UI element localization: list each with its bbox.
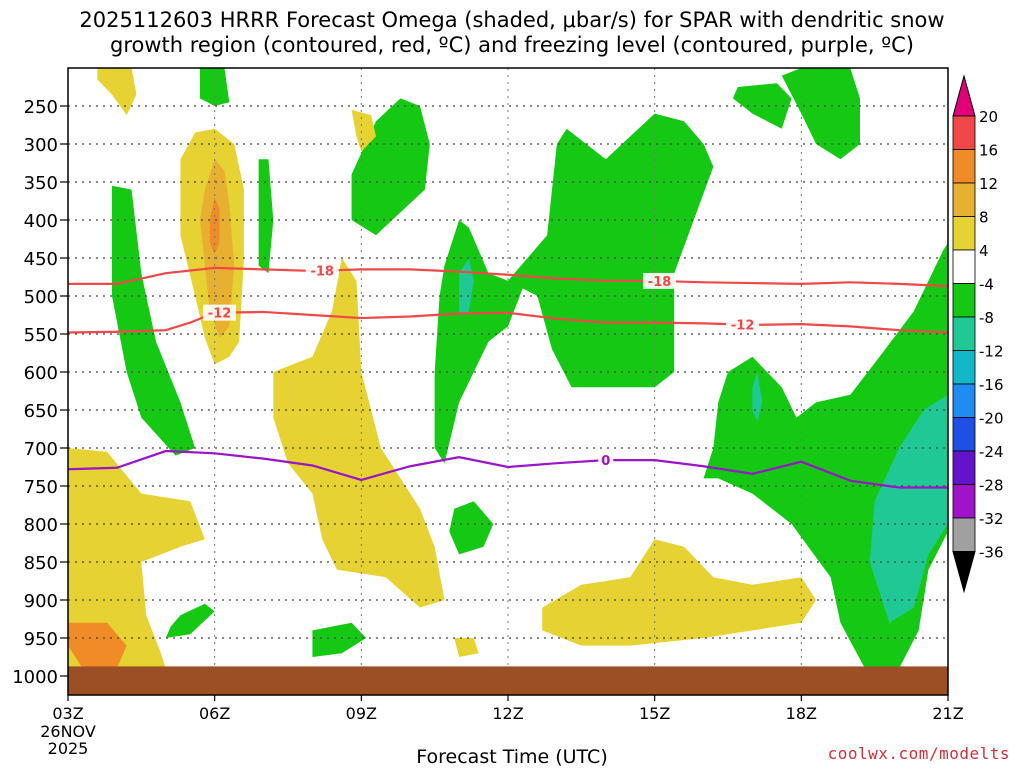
y-tick-label-300: 300 <box>24 135 58 156</box>
y-tick-label-400: 400 <box>24 211 58 232</box>
omega-neg-region-1 <box>200 68 230 106</box>
colorbar-label-7: -12 <box>979 343 1004 361</box>
freezing-level-label-bg-0 <box>598 452 614 469</box>
dendritic-18C-label-1: -18 <box>648 275 672 290</box>
y-tick-label-250: 250 <box>24 97 58 118</box>
freezing-level-label-0: 0 <box>601 454 610 469</box>
y-tick-label-500: 500 <box>24 287 58 308</box>
colorbar-seg-10 <box>952 417 976 452</box>
omega-neg-region-4 <box>434 113 714 464</box>
colorbar-label-6: -8 <box>979 309 994 327</box>
omega-pos-4-c <box>351 109 376 152</box>
omega-pos-12-b <box>209 197 220 255</box>
colorbar-seg-1 <box>952 115 976 150</box>
colorbar-seg-9 <box>952 383 976 418</box>
omega-pos-4-f <box>542 539 816 646</box>
y-tick-label-450: 450 <box>24 249 58 270</box>
y-tick-label-800: 800 <box>24 515 58 536</box>
y-tick-label-600: 600 <box>24 363 58 384</box>
colorbar-seg-5 <box>952 249 976 284</box>
ground-surface <box>68 666 948 695</box>
colorbar-top-arrow <box>952 74 976 117</box>
dendritic-12C-label-bg-1 <box>726 316 760 333</box>
x-tick-label-12Z: 12Z <box>492 704 523 723</box>
y-tick-label-1000: 1000 <box>12 667 58 688</box>
y-tick-label-650: 650 <box>24 401 58 422</box>
omega-neg-region-10 <box>312 622 367 657</box>
x-tick-label-21Z: 21Z <box>932 704 963 723</box>
omega-pos-4-d <box>273 258 445 608</box>
x-tick-label-06Z: 06Z <box>199 704 230 723</box>
y-tick-label-950: 950 <box>24 629 58 650</box>
colorbar-seg-11 <box>952 450 976 485</box>
x-date-label-1: 2025 <box>48 739 89 758</box>
x-tick-label-03Z: 03Z <box>52 704 83 723</box>
x-tick-label-15Z: 15Z <box>639 704 670 723</box>
omega-pos-12-e <box>68 622 127 669</box>
y-tick-label-550: 550 <box>24 325 58 346</box>
x-tick-label-09Z: 09Z <box>346 704 377 723</box>
credit-text: coolwx.com/modelts <box>827 744 1010 763</box>
dendritic-18C-label-bg-1 <box>643 272 677 289</box>
colorbar-label-11: -28 <box>979 477 1004 495</box>
colorbar-label-5: -4 <box>979 276 994 294</box>
x-axis-label: Forecast Time (UTC) <box>416 746 608 768</box>
colorbar-seg-4 <box>952 216 976 251</box>
chart-title-line1: 2025112603 HRRR Forecast Omega (shaded, … <box>79 8 945 32</box>
omega-neg8-region-0 <box>869 394 948 623</box>
y-tick-label-750: 750 <box>24 477 58 498</box>
colorbar-label-4: 4 <box>979 242 989 260</box>
colorbar-seg-6 <box>952 283 976 318</box>
colorbar-label-2: 12 <box>979 175 998 193</box>
colorbar-label-3: 8 <box>979 209 989 227</box>
colorbar-seg-8 <box>952 350 976 385</box>
chart-title-line2: growth region (contoured, red, ºC) and f… <box>110 33 914 57</box>
omega-pos-4-e <box>68 448 205 669</box>
colorbar-seg-2 <box>952 149 976 184</box>
dendritic-12C-label-bg-0 <box>203 304 237 321</box>
dendritic-18C-label-0: -18 <box>310 265 334 280</box>
y-tick-label-700: 700 <box>24 439 58 460</box>
dendritic-18C-label-bg-0 <box>305 262 339 279</box>
dendritic-12C-line <box>67 310 949 334</box>
colorbar-label-12: -32 <box>979 510 1004 528</box>
colorbar-bottom-arrow <box>952 551 976 594</box>
x-tick-label-18Z: 18Z <box>786 704 817 723</box>
colorbar-seg-3 <box>952 182 976 217</box>
omega-neg8-region-2 <box>752 372 763 422</box>
y-tick-label-850: 850 <box>24 553 58 574</box>
omega-pos-4-g <box>454 638 479 657</box>
colorbar-seg-13 <box>952 517 976 552</box>
omega-neg-region-9 <box>165 603 215 638</box>
x-date-label-0: 26NOV <box>40 722 96 741</box>
colorbar-label-0: 20 <box>979 108 998 126</box>
colorbar-label-1: 16 <box>979 142 998 160</box>
colorbar-label-10: -24 <box>979 443 1004 461</box>
colorbar-label-9: -20 <box>979 410 1004 428</box>
colorbar-seg-12 <box>952 484 976 519</box>
freezing-level-line <box>67 449 948 489</box>
omega-pos-4-a <box>97 68 137 116</box>
colorbar-label-13: -36 <box>979 544 1004 562</box>
colorbar-label-8: -16 <box>979 376 1004 394</box>
colorbar-seg-7 <box>952 316 976 351</box>
omega-neg-region-0 <box>112 185 196 456</box>
y-tick-label-900: 900 <box>24 591 58 612</box>
dendritic-18C-line <box>68 266 949 288</box>
omega-neg-region-5 <box>449 501 494 555</box>
y-tick-label-350: 350 <box>24 173 58 194</box>
dendritic-12C-label-1: -12 <box>731 319 755 334</box>
dendritic-12C-label-0: -12 <box>208 307 232 322</box>
omega-neg-region-2 <box>258 159 274 274</box>
